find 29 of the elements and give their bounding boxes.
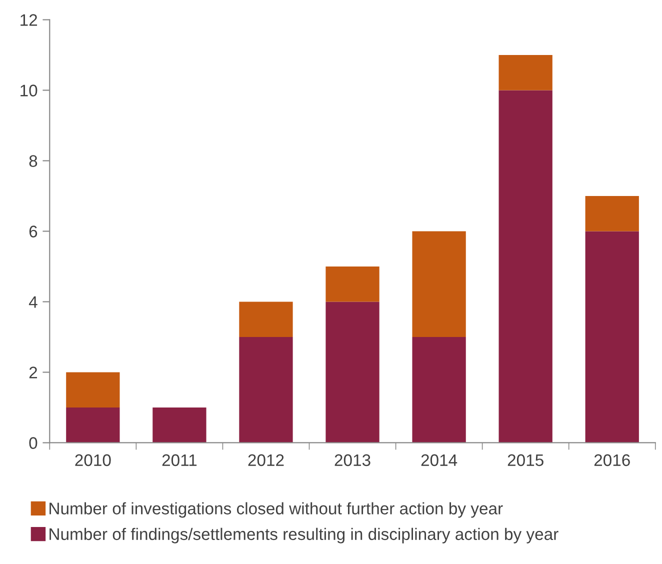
bar [412,336,466,443]
bar [66,372,120,408]
bar [239,336,293,443]
x-tick-label: 2013 [334,454,370,466]
y-tick-label: 0 [29,437,38,449]
x-tick-label: 2014 [421,454,458,466]
bar [585,231,639,443]
bar [585,196,639,232]
x-tick-label: 2011 [162,454,197,466]
y-tick-label: 8 [29,155,38,167]
y-tick-label: 10 [20,84,38,96]
y-tick-label: 2 [29,366,38,378]
x-tick-label: 2016 [594,454,630,466]
y-tick-label: 6 [29,226,38,238]
bar [152,407,206,443]
legend-label: Number of investigations closed without further action by year [50,502,503,518]
bar [326,266,380,302]
bar [412,231,466,337]
y-tick-label: 4 [28,296,38,308]
bar [498,90,552,443]
legend-label: Number of findings/settlements resulting in disciplinary action by year [50,528,558,544]
y-tick-label: 12 [20,14,38,26]
x-tick-label: 2012 [248,454,284,466]
x-tick-label: 2010 [75,454,111,466]
bar [326,302,380,443]
bar [239,302,293,337]
bar [498,54,552,90]
bar [66,407,120,443]
x-tick-label: 2015 [508,454,544,466]
